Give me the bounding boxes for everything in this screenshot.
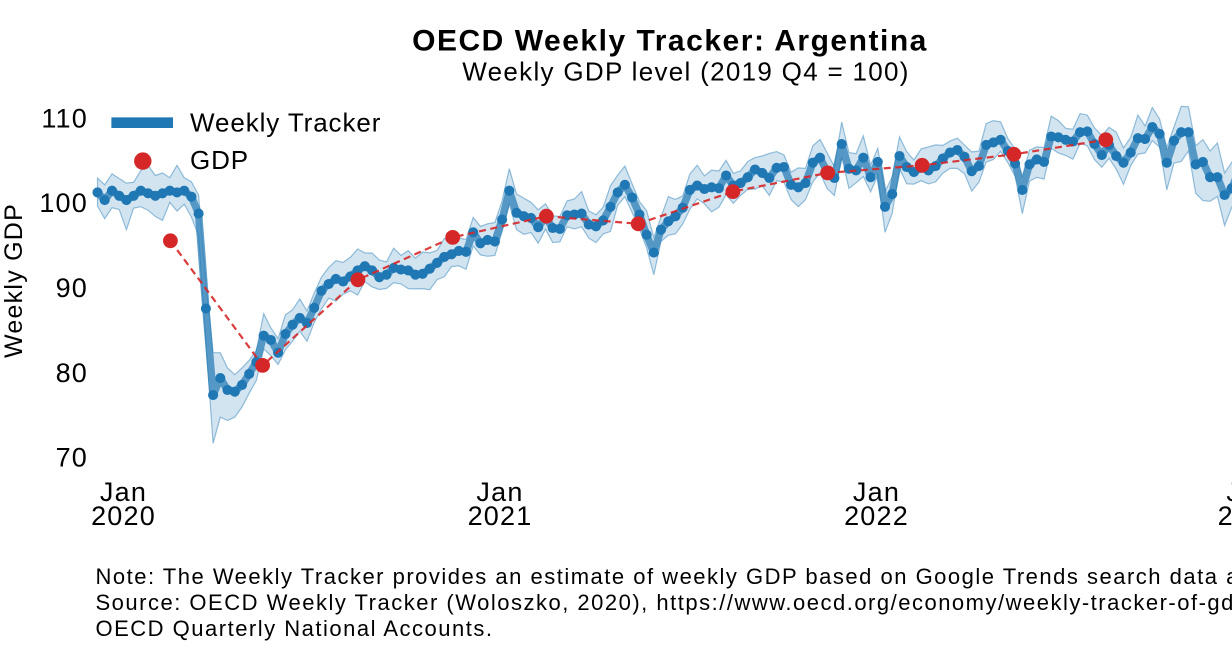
svg-text:Weekly GDP: Weekly GDP bbox=[0, 203, 28, 358]
svg-text:Weekly Tracker: Weekly Tracker bbox=[190, 108, 381, 138]
svg-text:110: 110 bbox=[41, 103, 88, 133]
svg-text:2020: 2020 bbox=[91, 501, 156, 531]
svg-text:Jan: Jan bbox=[1226, 477, 1232, 507]
svg-text:Jan: Jan bbox=[853, 477, 900, 507]
svg-text:GDP: GDP bbox=[190, 145, 249, 175]
svg-text:70: 70 bbox=[56, 443, 88, 473]
svg-text:Jan: Jan bbox=[476, 477, 523, 507]
svg-text:Source: OECD Weekly Tracker (W: Source: OECD Weekly Tracker (Woloszko, 2… bbox=[96, 590, 1232, 615]
svg-text:Weekly GDP level (2019 Q4 = 10: Weekly GDP level (2019 Q4 = 100) bbox=[462, 57, 909, 87]
svg-text:Note: The Weekly Tracker provi: Note: The Weekly Tracker provides an est… bbox=[96, 564, 1232, 589]
svg-text:80: 80 bbox=[56, 358, 88, 388]
svg-text:OECD Weekly Tracker: Argentina: OECD Weekly Tracker: Argentina bbox=[412, 25, 928, 58]
svg-text:Jan: Jan bbox=[100, 477, 147, 507]
svg-text:90: 90 bbox=[56, 273, 88, 303]
svg-text:2022: 2022 bbox=[844, 501, 909, 531]
svg-text:OECD Quarterly National Accoun: OECD Quarterly National Accounts. bbox=[96, 616, 494, 641]
svg-text:2023: 2023 bbox=[1218, 501, 1232, 531]
svg-text:100: 100 bbox=[39, 188, 88, 218]
svg-text:2021: 2021 bbox=[468, 501, 533, 531]
